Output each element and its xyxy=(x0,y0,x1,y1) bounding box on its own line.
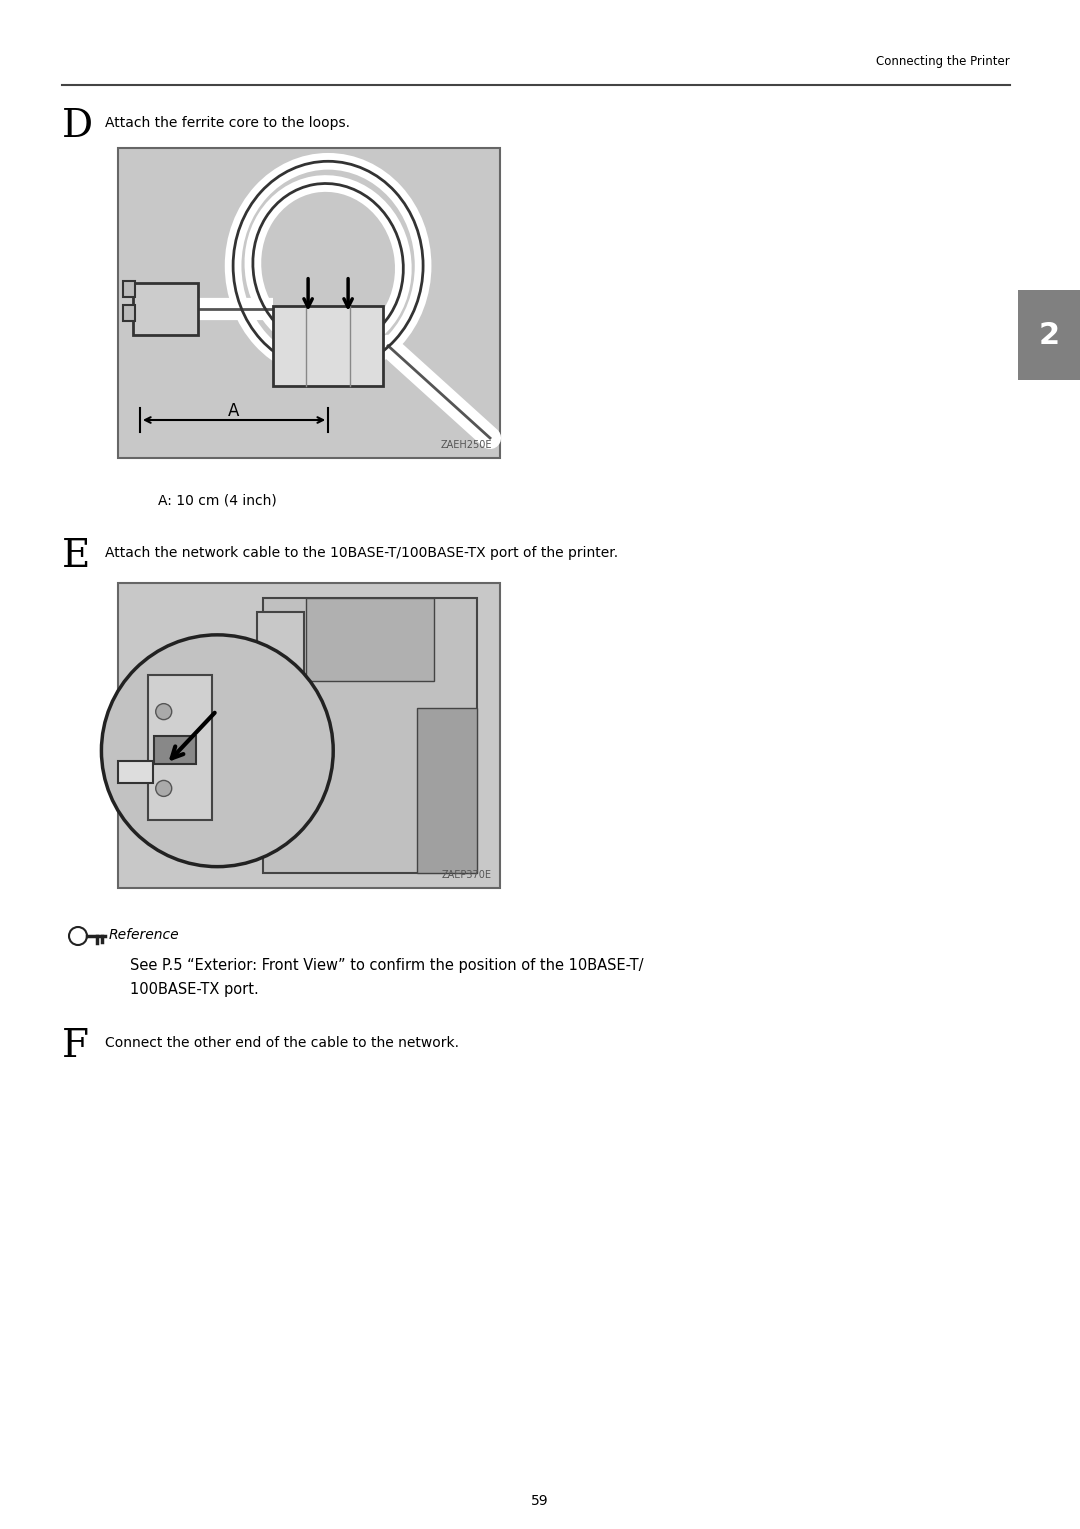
Text: A: 10 cm (4 inch): A: 10 cm (4 inch) xyxy=(158,492,276,508)
Bar xyxy=(1018,291,1080,381)
Text: Attach the network cable to the 10BASE-T/100BASE-TX port of the printer.: Attach the network cable to the 10BASE-T… xyxy=(105,546,618,560)
Text: D: D xyxy=(62,109,93,145)
Bar xyxy=(118,148,500,459)
Circle shape xyxy=(69,927,87,945)
Text: Connecting the Printer: Connecting the Printer xyxy=(876,55,1010,67)
Bar xyxy=(118,761,152,783)
Bar xyxy=(264,598,477,873)
Text: ZAEH250E: ZAEH250E xyxy=(441,440,492,450)
Bar xyxy=(118,583,500,888)
Text: A: A xyxy=(228,402,240,420)
Text: 2: 2 xyxy=(1039,321,1059,350)
Text: Connect the other end of the cable to the network.: Connect the other end of the cable to th… xyxy=(105,1037,459,1050)
Bar xyxy=(417,708,477,873)
Text: See P.5 “Exterior: Front View” to confirm the position of the 10BASE-T/: See P.5 “Exterior: Front View” to confir… xyxy=(130,959,644,972)
Text: Reference: Reference xyxy=(109,928,179,942)
Circle shape xyxy=(156,780,172,797)
Text: F: F xyxy=(62,1027,89,1066)
Text: Attach the ferrite core to the loops.: Attach the ferrite core to the loops. xyxy=(105,116,350,130)
Bar xyxy=(154,735,195,764)
Circle shape xyxy=(102,635,334,867)
Circle shape xyxy=(156,703,172,720)
Bar xyxy=(133,283,198,335)
Bar xyxy=(306,598,434,680)
Bar xyxy=(123,281,135,297)
Text: E: E xyxy=(62,538,91,575)
Text: ZAEP370E: ZAEP370E xyxy=(442,870,492,881)
Bar xyxy=(148,676,212,820)
Text: 100BASE-TX port.: 100BASE-TX port. xyxy=(130,982,259,997)
Circle shape xyxy=(156,748,172,763)
Bar xyxy=(257,612,303,818)
Bar xyxy=(123,306,135,321)
Bar xyxy=(273,306,383,385)
Text: 59: 59 xyxy=(531,1494,549,1508)
